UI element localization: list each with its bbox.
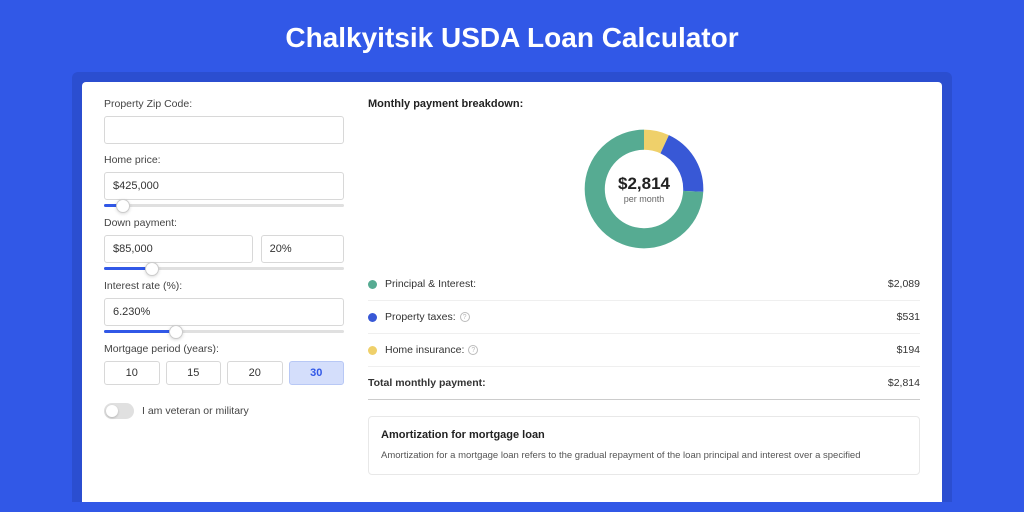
legend-label: Principal & Interest: — [385, 278, 888, 290]
veteran-toggle-row: I am veteran or military — [104, 403, 344, 419]
legend-value: $531 — [897, 311, 920, 323]
legend-dot — [368, 313, 377, 322]
interest-slider[interactable] — [104, 330, 344, 333]
period-option-20[interactable]: 20 — [227, 361, 283, 385]
down-payment-label: Down payment: — [104, 217, 344, 229]
breakdown-column: Monthly payment breakdown: $2,814 per mo… — [368, 98, 920, 486]
legend-row: Home insurance:?$194 — [368, 334, 920, 367]
down-payment-slider[interactable] — [104, 267, 344, 270]
legend-label: Property taxes:? — [385, 311, 897, 323]
donut-sub: per month — [618, 194, 670, 204]
down-payment-pct-input[interactable] — [261, 235, 344, 263]
form-column: Property Zip Code: Home price: Down paym… — [104, 98, 344, 486]
down-payment-slider-thumb[interactable] — [145, 262, 159, 276]
interest-slider-thumb[interactable] — [169, 325, 183, 339]
calculator-inner-card: Property Zip Code: Home price: Down paym… — [82, 82, 942, 502]
legend-value: $194 — [897, 344, 920, 356]
period-label: Mortgage period (years): — [104, 343, 344, 355]
donut-amount: $2,814 — [618, 174, 670, 194]
donut-chart: $2,814 per month — [579, 124, 709, 254]
legend-total-row: Total monthly payment: $2,814 — [368, 367, 920, 400]
legend-label: Home insurance:? — [385, 344, 897, 356]
breakdown-title: Monthly payment breakdown: — [368, 98, 920, 110]
period-options: 10152030 — [104, 361, 344, 385]
legend: Principal & Interest:$2,089Property taxe… — [368, 268, 920, 367]
interest-label: Interest rate (%): — [104, 280, 344, 292]
amortization-title: Amortization for mortgage loan — [381, 429, 907, 441]
zip-label: Property Zip Code: — [104, 98, 344, 110]
amortization-card: Amortization for mortgage loan Amortizat… — [368, 416, 920, 475]
info-icon[interactable]: ? — [468, 345, 478, 355]
zip-input[interactable] — [104, 116, 344, 144]
home-price-label: Home price: — [104, 154, 344, 166]
interest-slider-fill — [104, 330, 176, 333]
info-icon[interactable]: ? — [460, 312, 470, 322]
veteran-label: I am veteran or military — [142, 405, 249, 417]
legend-total-label: Total monthly payment: — [368, 377, 888, 389]
donut-center: $2,814 per month — [618, 174, 670, 204]
legend-total-value: $2,814 — [888, 377, 920, 389]
home-price-slider[interactable] — [104, 204, 344, 207]
amortization-text: Amortization for a mortgage loan refers … — [381, 449, 907, 462]
veteran-toggle-knob — [106, 405, 118, 417]
period-option-30[interactable]: 30 — [289, 361, 345, 385]
legend-dot — [368, 280, 377, 289]
home-price-input[interactable] — [104, 172, 344, 200]
veteran-toggle[interactable] — [104, 403, 134, 419]
page-title: Chalkyitsik USDA Loan Calculator — [0, 0, 1024, 72]
period-option-10[interactable]: 10 — [104, 361, 160, 385]
interest-input[interactable] — [104, 298, 344, 326]
legend-row: Property taxes:?$531 — [368, 301, 920, 334]
period-option-15[interactable]: 15 — [166, 361, 222, 385]
legend-value: $2,089 — [888, 278, 920, 290]
down-payment-input[interactable] — [104, 235, 253, 263]
legend-row: Principal & Interest:$2,089 — [368, 268, 920, 301]
legend-dot — [368, 346, 377, 355]
home-price-slider-thumb[interactable] — [116, 199, 130, 213]
calculator-outer-card: Property Zip Code: Home price: Down paym… — [72, 72, 952, 502]
donut-wrap: $2,814 per month — [368, 118, 920, 268]
